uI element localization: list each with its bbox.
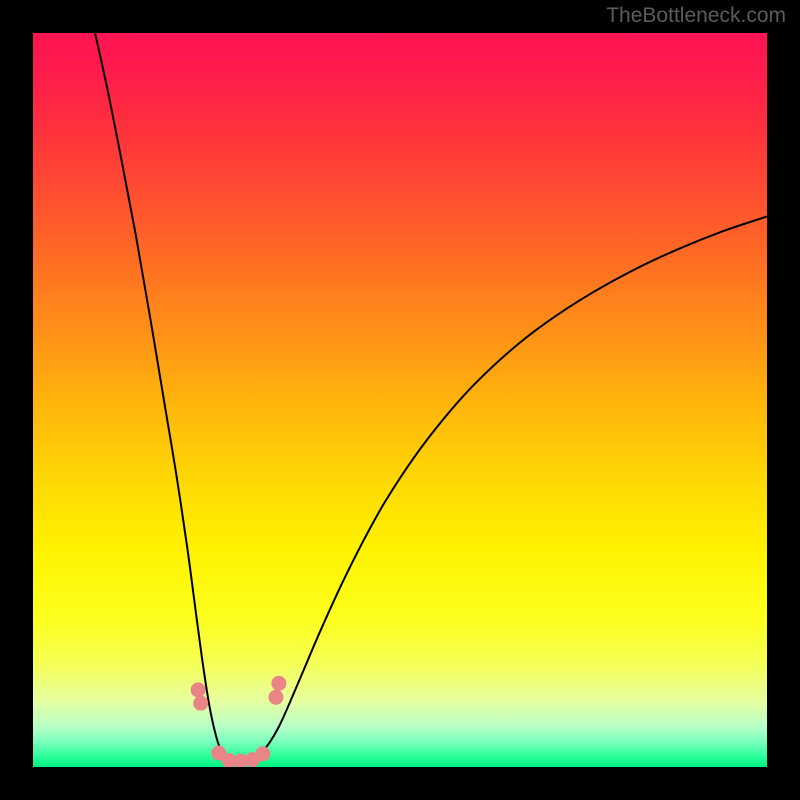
data-marker [269, 690, 283, 704]
bottleneck-chart [0, 0, 800, 800]
data-marker [272, 676, 286, 690]
data-marker [256, 747, 270, 761]
plot-gradient-background [33, 33, 767, 767]
data-marker [191, 683, 205, 697]
data-marker [194, 696, 208, 710]
chart-container: TheBottleneck.com [0, 0, 800, 800]
watermark-text: TheBottleneck.com [606, 4, 786, 28]
